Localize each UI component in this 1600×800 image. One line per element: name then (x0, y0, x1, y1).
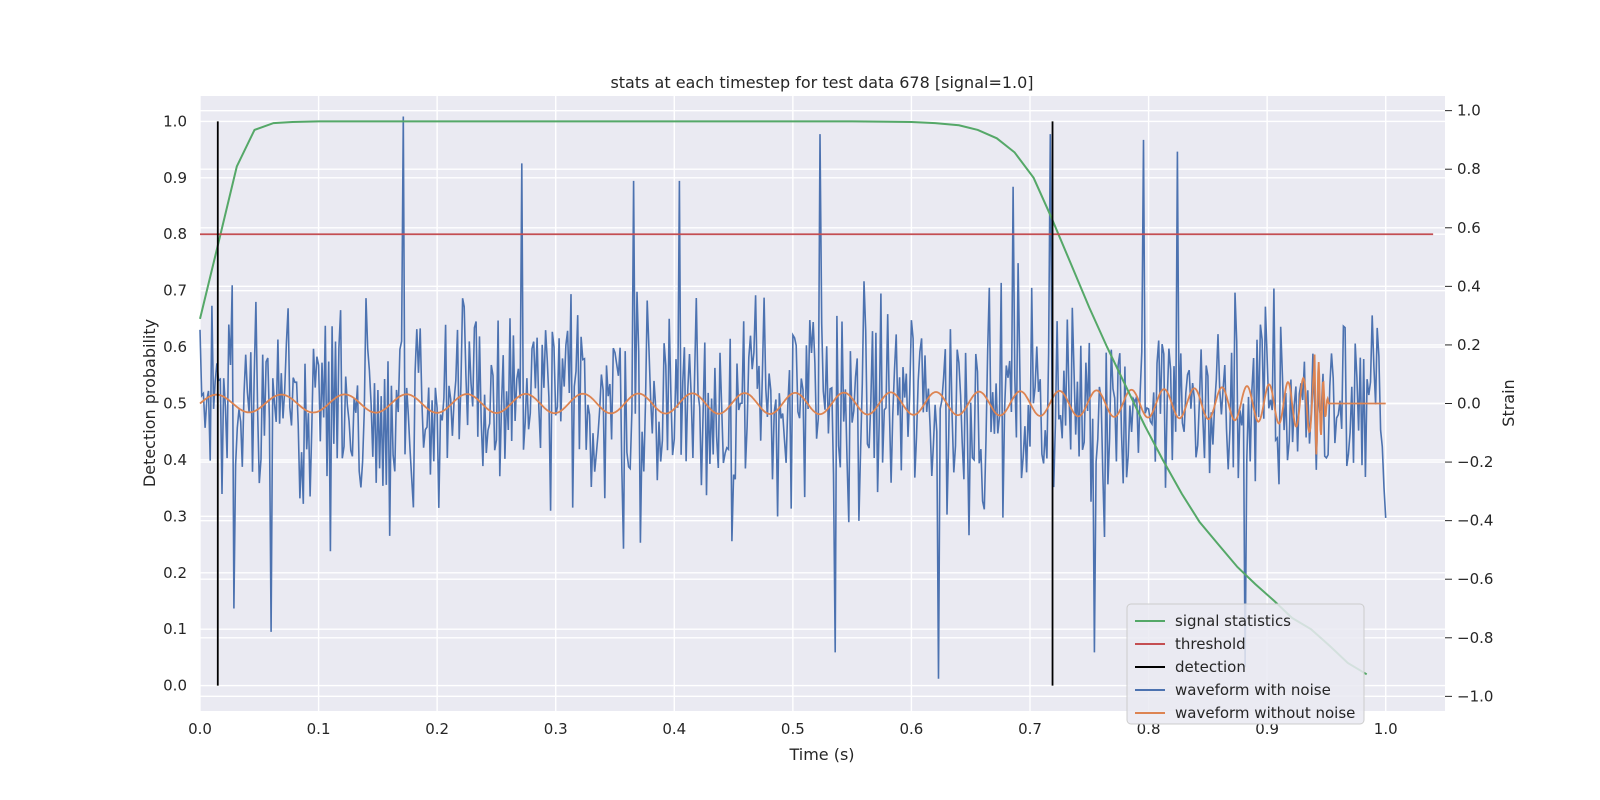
x-tick-label: 0.3 (544, 720, 568, 738)
y2-tick-label: 0.0 (1457, 395, 1481, 413)
y2-tick-label: 0.6 (1457, 219, 1481, 237)
x-tick-label: 0.6 (899, 720, 923, 738)
y-tick-label: 0.2 (163, 564, 187, 582)
y-tick-label: 0.1 (163, 620, 187, 638)
legend: signal statistics threshold detection wavef… (1126, 603, 1365, 725)
y-axis-label: Detection probability (140, 319, 159, 487)
x-tick-label: 0.2 (425, 720, 449, 738)
y2-tick-label: 0.4 (1457, 277, 1481, 295)
y-tick-label: 0.9 (163, 169, 187, 187)
x-tick-label: 0.1 (307, 720, 331, 738)
y-tick-label: 0.5 (163, 395, 187, 413)
chart-title: stats at each timestep for test data 678… (610, 73, 1033, 92)
y-tick-label: 0.8 (163, 225, 187, 243)
y2-tick-label: 0.2 (1457, 336, 1481, 354)
y2-tick-label: 1.0 (1457, 102, 1481, 120)
x-tick-label: 0.5 (781, 720, 805, 738)
legend-label: waveform without noise (1175, 704, 1355, 722)
y2-tick-label: −0.2 (1457, 453, 1493, 471)
y-tick-label: 0.7 (163, 282, 187, 300)
x-axis-label: Time (s) (788, 745, 854, 764)
legend-label: threshold (1175, 635, 1246, 653)
y2-tick-label: −0.8 (1457, 629, 1493, 647)
legend-label: signal statistics (1175, 612, 1291, 630)
y-tick-label: 1.0 (163, 112, 187, 130)
x-tick-label: 0.0 (188, 720, 212, 738)
y-tick-label: 0.6 (163, 338, 187, 356)
legend-label: detection (1175, 658, 1246, 676)
y-tick-label: 0.3 (163, 507, 187, 525)
x-tick-label: 0.7 (1018, 720, 1042, 738)
ticks: 0.0 0.1 0.2 0.3 0.4 0.5 0.6 0.7 0.8 0.9 1.0 0.0 0.1 0… (163, 102, 1493, 738)
y2-tick-label: −0.6 (1457, 570, 1493, 588)
series-waveform-without-noise (199, 354, 1386, 455)
y-tick-label: 0.0 (163, 677, 187, 695)
y2-tick-label: −0.4 (1457, 512, 1493, 530)
x-tick-label: 0.4 (662, 720, 686, 738)
series-signal-statistics (199, 120, 1368, 676)
x-tick-label: 1.0 (1374, 720, 1398, 738)
series-waveform-with-noise (199, 116, 1387, 679)
series-layer (199, 116, 1434, 686)
legend-box (1126, 603, 1365, 725)
y2-tick-label: −1.0 (1457, 687, 1493, 705)
legend-label: waveform with noise (1175, 681, 1331, 699)
y2-axis-label: Strain (1499, 379, 1518, 426)
y2-tick-label: 0.8 (1457, 160, 1481, 178)
y-tick-label: 0.4 (163, 451, 187, 469)
